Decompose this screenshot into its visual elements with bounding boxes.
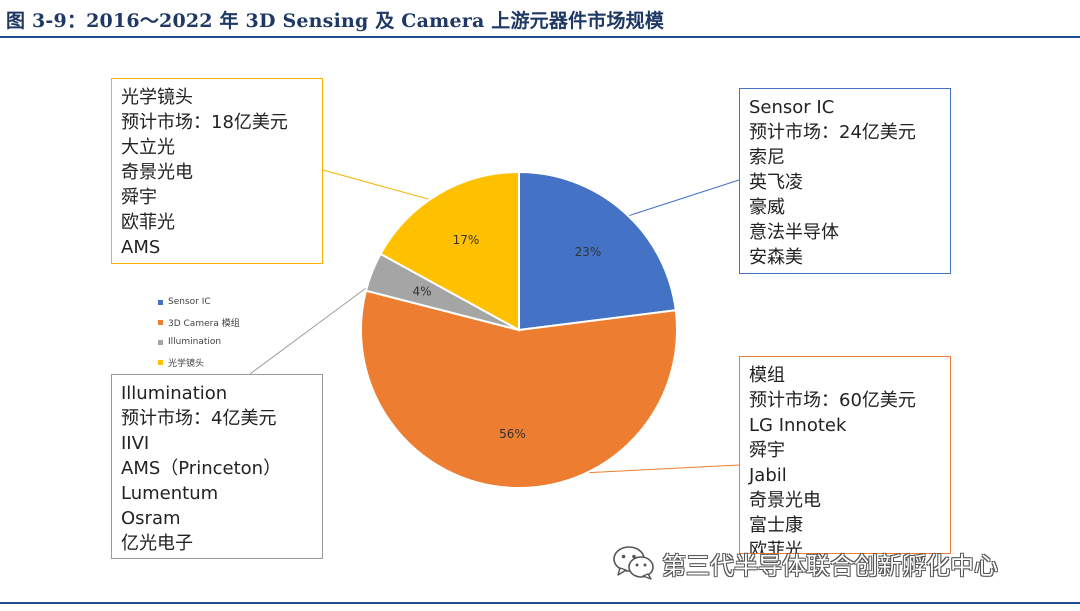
callout-illumination-title: Illumination — [121, 383, 228, 404]
leader-line-lens — [322, 169, 445, 205]
legend-label: 光学镜头 — [168, 358, 205, 369]
legend-item-illumination: Illumination — [158, 332, 240, 352]
wechat-icon — [613, 546, 654, 580]
legend-item-sensor: Sensor IC — [158, 292, 240, 312]
watermark-text: 第三代半导体联合创新孵化中心 — [662, 551, 998, 580]
legend-item-module: 3D Camera 模组 — [158, 312, 240, 332]
legend-swatch — [158, 339, 163, 345]
callout-module-company: 舜宇 — [749, 440, 785, 461]
callout-module-company: LG Innotek — [749, 415, 847, 436]
callout-lens-company: 大立光 — [121, 137, 175, 158]
watermark: 第三代半导体联合创新孵化中心 — [612, 545, 998, 581]
callout-sensor-company: 英飞凌 — [749, 172, 803, 193]
callout-lens: 光学镜头 预计市场：18亿美元 大立光 奇景光电 舜宇 欧菲光 AMS — [111, 78, 323, 264]
callout-illumination-company: IIVI — [121, 433, 150, 454]
callout-lens-company: AMS — [121, 237, 161, 258]
callout-illumination-company: AMS（Princeton） — [121, 458, 282, 479]
callout-sensor-company: 安森美 — [749, 247, 803, 268]
pie-slice-lens — [379, 170, 520, 332]
leader-line-sensor — [616, 179, 740, 221]
pie-label-module: 56% — [499, 427, 526, 441]
pie-label-sensor: 23% — [575, 245, 602, 259]
pie-slice-sensor — [518, 170, 677, 332]
callout-module-company: 奇景光电 — [749, 490, 821, 511]
legend-label: 3D Camera 模组 — [168, 318, 240, 329]
callout-lens-market: 预计市场：18亿美元 — [121, 112, 288, 133]
callout-lens-company: 欧菲光 — [121, 212, 175, 233]
top-rule — [0, 36, 1080, 38]
legend-label: Sensor IC — [168, 297, 211, 307]
pie-slice-module — [360, 289, 678, 489]
legend-swatch — [158, 359, 163, 365]
callout-sensor-company: 索尼 — [749, 147, 785, 168]
callout-illumination-company: 亿光电子 — [121, 533, 193, 554]
leader-line-illumination — [249, 275, 383, 375]
legend-swatch — [158, 299, 163, 305]
callout-sensor: Sensor IC 预计市场：24亿美元 索尼 英飞凌 豪威 意法半导体 安森美 — [739, 88, 951, 274]
callout-module: 模组 预计市场：60亿美元 LG Innotek 舜宇 Jabil 奇景光电 富… — [739, 356, 951, 554]
legend-item-lens: 光学镜头 — [158, 352, 240, 372]
callout-sensor-title: Sensor IC — [749, 97, 835, 118]
callout-module-company: 富士康 — [749, 515, 803, 536]
callout-module-company: Jabil — [749, 465, 787, 486]
callout-sensor-company: 豪威 — [749, 197, 785, 218]
chart-legend: Sensor IC 3D Camera 模组 Illumination 光学镜头 — [158, 292, 240, 372]
callout-illumination-market: 预计市场：4亿美元 — [121, 408, 277, 429]
pie-label-lens: 17% — [453, 233, 480, 247]
callout-lens-title: 光学镜头 — [121, 87, 193, 108]
callout-illumination: Illumination 预计市场：4亿美元 IIVI AMS（Princeto… — [111, 374, 323, 559]
callout-module-company: 欧菲光 — [749, 540, 803, 554]
callout-illumination-company: Lumentum — [121, 483, 219, 504]
legend-label: Illumination — [168, 337, 222, 347]
legend-swatch — [158, 319, 163, 325]
callout-module-title: 模组 — [749, 365, 785, 386]
callout-sensor-market: 预计市场：24亿美元 — [749, 122, 916, 143]
callout-lens-company: 舜宇 — [121, 187, 157, 208]
pie-label-illumination: 4% — [413, 285, 432, 299]
figure-title: 图 3-9：2016～2022 年 3D Sensing 及 Camera 上游… — [6, 10, 665, 32]
callout-module-market: 预计市场：60亿美元 — [749, 390, 916, 411]
bottom-rule — [0, 602, 1080, 604]
callout-sensor-company: 意法半导体 — [749, 222, 839, 243]
callout-lens-company: 奇景光电 — [121, 162, 193, 183]
callout-illumination-company: Osram — [121, 508, 181, 529]
